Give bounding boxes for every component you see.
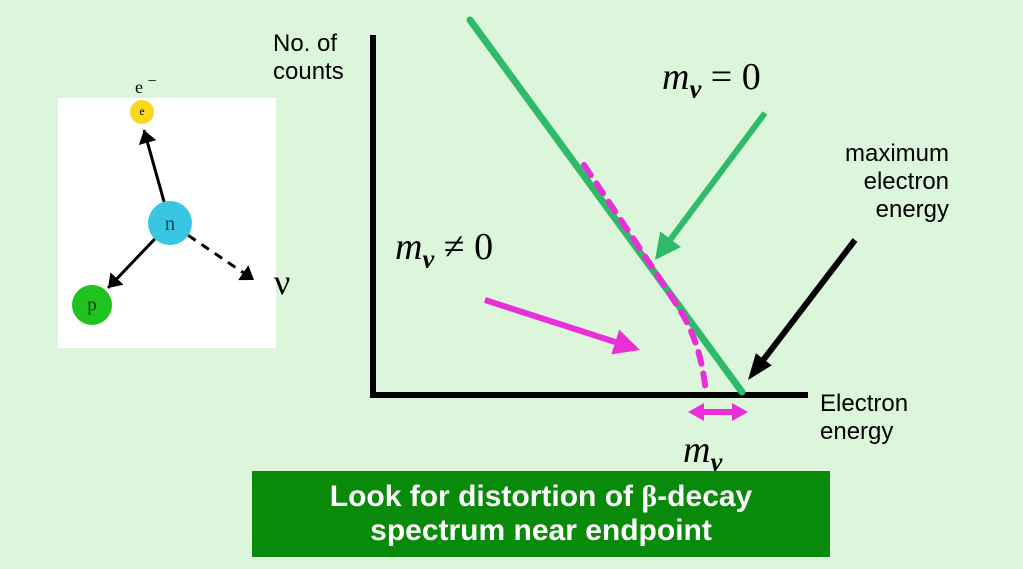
svg-text:p: p	[87, 295, 97, 316]
svg-text:e: e	[139, 106, 144, 118]
x-axis-label: Electron energy	[820, 390, 908, 446]
neutrino-label: ν	[274, 262, 290, 302]
svg-text:−: −	[147, 73, 156, 90]
label-max-electron-energy: maximum electron energy	[845, 140, 949, 224]
label-m-nu-nonzero: mν ≠ 0	[395, 225, 493, 275]
caption-banner: Look for distortion of β-decayspectrum n…	[252, 471, 830, 557]
label-m-nu-zero: mν = 0	[662, 55, 761, 105]
arrow-to-mass-zero	[671, 113, 765, 239]
arrow-to-max-energy	[764, 240, 855, 359]
arrow-to-mass-nonzero	[485, 300, 615, 342]
y-axis-label: No. of counts	[273, 30, 344, 86]
svg-text:e: e	[135, 77, 143, 97]
svg-text:n: n	[165, 211, 176, 235]
